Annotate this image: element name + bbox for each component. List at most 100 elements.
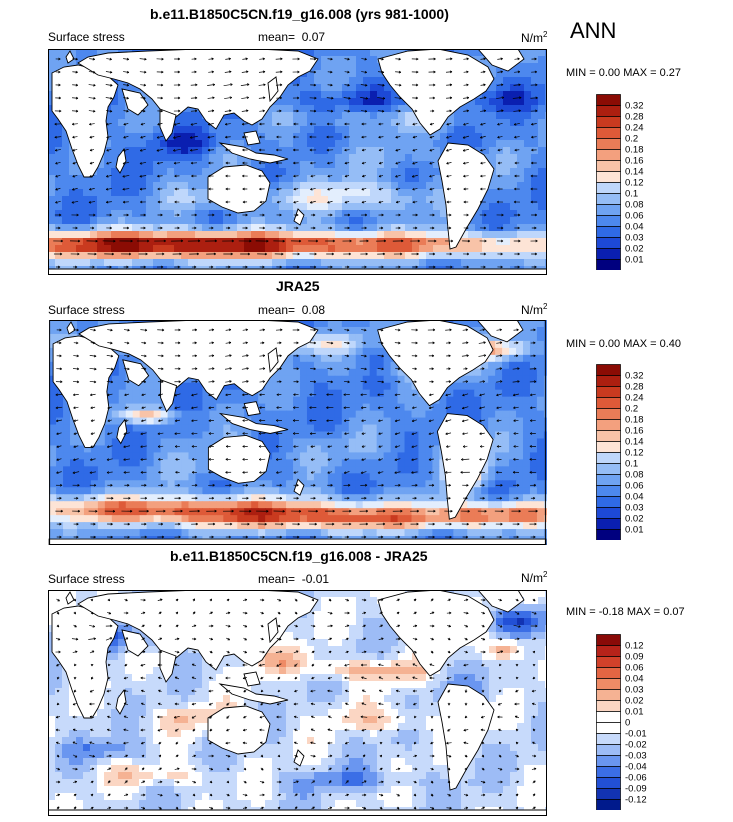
units-exponent: 2 xyxy=(543,302,548,311)
colorbar-box xyxy=(596,788,621,800)
colorbar-box xyxy=(596,171,621,183)
landmass-japan xyxy=(267,617,279,644)
units-exponent: 2 xyxy=(543,570,548,579)
colorbar-tick-label: -0.09 xyxy=(625,784,647,795)
colorbar-tick-label: 0.18 xyxy=(625,415,644,426)
colorbar-tick-label: 0.08 xyxy=(625,470,644,481)
colorbar-box xyxy=(596,634,621,646)
colorbar-tick-label: 0.01 xyxy=(625,255,644,266)
colorbar-tick-label: 0.02 xyxy=(625,244,644,255)
colorbar-tick-label: 0.06 xyxy=(625,211,644,222)
map-canvas-model xyxy=(48,49,547,275)
colorbar-canvas-model: 0.320.280.240.20.180.160.140.120.10.080.… xyxy=(596,94,644,270)
landmass-newzealand xyxy=(293,749,305,767)
panel-variable-model: Surface stress xyxy=(48,30,125,44)
colorbar-box xyxy=(596,656,621,668)
min-label: MIN = xyxy=(566,67,596,79)
colorbar-box xyxy=(596,733,621,745)
colorbar-box xyxy=(596,237,621,249)
colorbar-box xyxy=(596,496,621,508)
landmass-newzealand xyxy=(293,478,305,496)
panel-mean-model: mean= 0.07 xyxy=(258,30,325,44)
colorbar-box xyxy=(596,766,621,778)
landmass-australia xyxy=(207,435,271,484)
colorbar-tick-label: 0.03 xyxy=(625,503,644,514)
colorbar-box xyxy=(596,645,621,657)
panel-variable-diff: Surface stress xyxy=(48,572,125,586)
colorbar-tick-label: 0.16 xyxy=(625,426,644,437)
minmax-model: MIN = 0.00 MAX = 0.27 xyxy=(566,67,681,79)
colorbar-box xyxy=(596,678,621,690)
min-value: -0.18 xyxy=(598,606,624,618)
map-canvas-obs xyxy=(48,320,547,545)
landmass-borneo xyxy=(243,130,261,146)
landmass-indonesia xyxy=(218,412,289,434)
colorbar-tick-label: 0.1 xyxy=(625,189,638,200)
colorbar-box xyxy=(596,193,621,205)
colorbar-tick-label: 0.09 xyxy=(625,652,644,663)
colorbar-box xyxy=(596,744,621,756)
colorbar-box xyxy=(596,375,621,387)
colorbar-tick-label: 0.02 xyxy=(625,514,644,525)
colorbar-tick-label: 0.03 xyxy=(625,233,644,244)
panel-title-diff: b.e11.B1850C5CN.f19_g16.008 - JRA25 xyxy=(170,548,428,564)
map-model xyxy=(48,49,547,275)
panel-units-model: N/m2 xyxy=(521,30,547,45)
mean-label: mean= xyxy=(258,30,296,44)
max-label: MAX = xyxy=(623,338,657,350)
colorbar-box xyxy=(596,408,621,420)
landmass-samerica xyxy=(437,142,495,250)
colorbar-tick-label: 0.08 xyxy=(625,200,644,211)
colorbar-tick-label: 0.14 xyxy=(625,437,644,448)
colorbar-tick-label: 0.02 xyxy=(625,696,644,707)
landmass-arabia xyxy=(121,88,149,116)
colorbar-tick-label: 0.2 xyxy=(625,134,638,145)
landmass-madagascar xyxy=(116,418,128,445)
colorbar-box xyxy=(596,463,621,475)
mean-value: 0.08 xyxy=(301,303,326,317)
colorbar-tick-label: 0.03 xyxy=(625,685,644,696)
landmass-antarctica xyxy=(48,809,547,816)
max-value: 0.07 xyxy=(663,606,685,618)
landmass-arabia xyxy=(122,359,150,387)
units-exponent: 2 xyxy=(543,30,548,39)
landmass-japan xyxy=(267,76,279,103)
colorbar-box xyxy=(596,755,621,767)
map-canvas-diff xyxy=(48,590,547,816)
colorbar-box xyxy=(596,507,621,519)
min-value: 0.00 xyxy=(598,338,621,350)
colorbar-tick-label: -0.01 xyxy=(625,729,647,740)
colorbar-box xyxy=(596,215,621,227)
colorbar-tick-label: 0.06 xyxy=(625,663,644,674)
max-value: 0.27 xyxy=(659,67,682,79)
landmass-australia xyxy=(207,164,271,214)
landmass-madagascar xyxy=(115,147,127,174)
landmass-indonesia xyxy=(218,142,289,164)
colorbar-box xyxy=(596,518,621,530)
map-diff xyxy=(48,590,547,816)
colorbar-tick-label: 0.24 xyxy=(625,123,644,134)
colorbar-box xyxy=(596,700,621,712)
colorbar-tick-label: 0.12 xyxy=(625,641,644,652)
landmass-namerica xyxy=(377,320,494,407)
colorbar-box xyxy=(596,386,621,398)
colorbar-model: 0.32 0.28 0.24 0.2 0.18 0.16 0.14 0.12 0.1 0.08 0.… xyxy=(596,94,676,270)
colorbar-tick-label: -0.04 xyxy=(625,762,647,773)
landmass-madagascar xyxy=(115,688,127,715)
minmax-obs: MIN = 0.00 MAX = 0.40 xyxy=(566,338,681,350)
panel-units-diff: N/m2 xyxy=(521,570,547,585)
landmass-japan xyxy=(267,347,279,373)
colorbar-box xyxy=(596,94,621,106)
colorbar-box xyxy=(596,116,621,128)
colorbar-box xyxy=(596,105,621,117)
landmass-namerica xyxy=(377,49,495,136)
map-obs xyxy=(48,320,547,545)
colorbar-tick-label: 0.28 xyxy=(625,382,644,393)
colorbar-canvas-diff: 0.120.090.060.040.030.020.010-0.01-0.02-… xyxy=(596,634,647,810)
landmass-samerica xyxy=(436,413,494,520)
max-value: 0.40 xyxy=(659,338,682,350)
minmax-diff: MIN = -0.18 MAX = 0.07 xyxy=(566,606,685,618)
colorbar-box xyxy=(596,689,621,701)
colorbar-tick-label: 0.18 xyxy=(625,145,644,156)
colorbar-tick-label: 0.01 xyxy=(625,525,644,536)
